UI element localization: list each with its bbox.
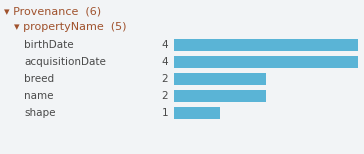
Text: birthDate: birthDate [24,40,74,50]
Text: breed: breed [24,74,54,84]
Bar [174,56,358,68]
Bar [174,39,358,51]
Text: 4: 4 [161,40,168,50]
Text: ▾ Provenance  (6): ▾ Provenance (6) [4,7,101,17]
Bar [174,73,266,85]
Text: name: name [24,91,54,101]
Bar [174,90,266,102]
Text: shape: shape [24,108,55,118]
Text: 2: 2 [161,91,168,101]
Text: 1: 1 [161,108,168,118]
Text: 4: 4 [161,57,168,67]
Text: 2: 2 [161,74,168,84]
Text: ▾ propertyName  (5): ▾ propertyName (5) [14,22,127,32]
Text: acquisitionDate: acquisitionDate [24,57,106,67]
Bar [174,107,220,119]
